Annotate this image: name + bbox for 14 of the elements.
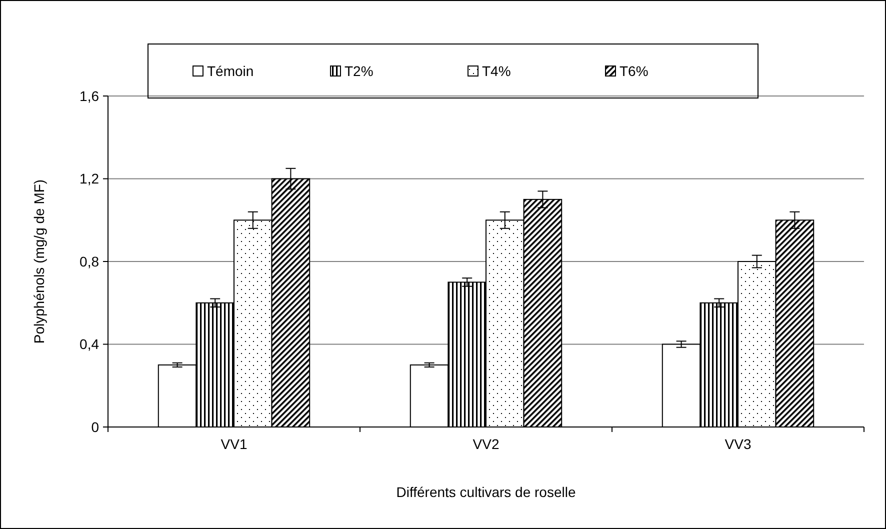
legend-label: T4% xyxy=(482,62,511,79)
legend-label: Témoin xyxy=(207,62,254,79)
y-tick-label: 1,6 xyxy=(80,88,100,104)
y-tick-label: 0,4 xyxy=(80,336,100,352)
x-tick-label: VV1 xyxy=(220,436,248,452)
y-axis-title: Polyphénols (mg/g de MF) xyxy=(31,179,47,344)
x-axis-title: Différents cultivars de roselle xyxy=(396,484,576,500)
legend-label: T6% xyxy=(620,62,648,79)
x-tick-label: VV2 xyxy=(472,436,500,452)
legend-label: T2% xyxy=(344,62,374,79)
x-tick-label: VV3 xyxy=(724,436,752,452)
y-tick-label: 0,8 xyxy=(80,253,100,270)
y-tick-label: 0 xyxy=(91,418,100,435)
y-tick-label: 1,2 xyxy=(80,170,100,187)
